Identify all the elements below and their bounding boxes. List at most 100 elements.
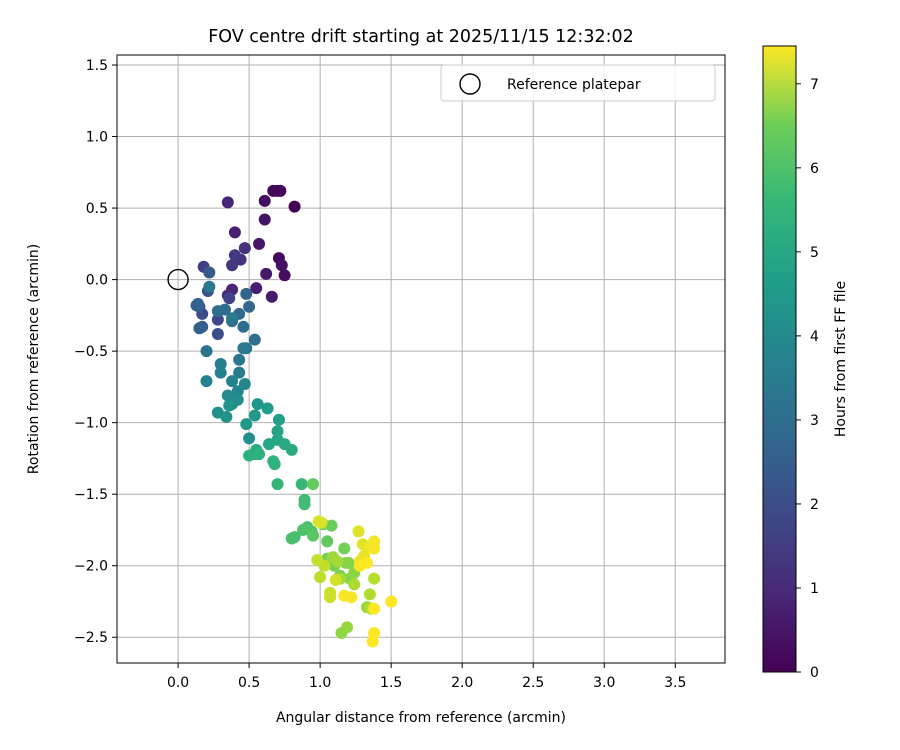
scatter-point: [275, 259, 288, 272]
x-tick-label: 3.0: [593, 675, 615, 691]
scatter-point: [307, 478, 320, 491]
colorbar-gradient: [762, 45, 797, 673]
scatter-point: [226, 312, 239, 325]
x-tick-label: 0.5: [238, 675, 260, 691]
colorbar-tick-label: 5: [810, 245, 819, 261]
scatter-point: [220, 410, 233, 423]
scatter-point: [253, 237, 266, 250]
plot-frame: [116, 54, 726, 664]
scatter-point: [311, 553, 324, 566]
scatter-point: [353, 559, 366, 572]
y-tick-label: 1.0: [86, 130, 108, 146]
scatter-points: [190, 184, 398, 648]
legend-marker: [459, 73, 481, 95]
scatter-point: [341, 621, 354, 634]
scatter-point: [200, 375, 213, 388]
scatter-point: [226, 259, 239, 272]
scatter-point: [271, 425, 284, 438]
scatter-point: [385, 595, 398, 608]
legend-box: [440, 64, 716, 102]
scatter-point: [250, 282, 263, 295]
scatter-point: [211, 327, 224, 340]
scatter-point: [338, 542, 351, 555]
scatter-point: [233, 353, 246, 366]
scatter-point: [278, 269, 291, 282]
scatter-point: [243, 300, 256, 313]
scatter-point: [271, 478, 284, 491]
colorbar-tick-label: 1: [810, 581, 819, 597]
y-tick-label: −2.5: [74, 630, 108, 646]
legend: Reference platepar: [440, 64, 716, 102]
colorbar-tick-label: 6: [810, 161, 819, 177]
scatter-point: [253, 448, 266, 461]
scatter-point: [191, 297, 204, 310]
x-tick-label: 0.0: [167, 675, 189, 691]
scatter-point: [193, 322, 206, 335]
colorbar-tick-label: 7: [810, 77, 819, 93]
scatter-point: [243, 432, 256, 445]
scatter-point: [324, 591, 337, 604]
scatter-point: [258, 213, 271, 226]
scatter-point: [240, 418, 253, 431]
scatter-point: [200, 345, 213, 358]
x-axis-ticks: 0.0 0.5 1.0 1.5 2.0 2.5 3.0 3.5: [167, 663, 686, 691]
scatter-point: [251, 398, 264, 411]
scatter-point: [265, 290, 278, 303]
scatter-point: [228, 249, 241, 262]
y-tick-label: −0.5: [74, 344, 108, 360]
scatter-point: [295, 478, 308, 491]
scatter-point: [348, 578, 361, 591]
scatter-point: [274, 184, 287, 197]
scatter-point: [329, 574, 342, 587]
scatter-point: [223, 292, 236, 305]
scatter-point: [366, 635, 379, 648]
scatter-point: [248, 333, 261, 346]
colorbar-tick-label: 3: [810, 413, 819, 429]
scatter-point: [312, 515, 325, 528]
scatter-point: [325, 519, 338, 532]
scatter-point: [258, 194, 271, 207]
x-tick-label: 2.0: [451, 675, 473, 691]
y-tick-label: −1.5: [74, 487, 108, 503]
y-tick-label: 1.5: [86, 58, 108, 74]
scatter-point: [268, 458, 281, 471]
y-tick-label: 0.0: [86, 273, 108, 289]
legend-entry-reference: Reference platepar: [507, 77, 641, 93]
scatter-point: [214, 358, 227, 371]
colorbar-tick-label: 0: [810, 665, 819, 681]
scatter-point: [368, 542, 381, 555]
y-axis-ticks: 1.5 1.0 0.5 0.0 −0.5 −1.0 −1.5 −2.0 −2.5: [74, 58, 117, 646]
scatter-point: [314, 571, 327, 584]
scatter-point: [260, 267, 273, 280]
scatter-point: [221, 196, 234, 209]
x-axis-label: Angular distance from reference (arcmin): [276, 710, 566, 726]
x-tick-label: 2.5: [522, 675, 544, 691]
scatter-point: [363, 588, 376, 601]
scatter-point: [243, 449, 256, 462]
x-tick-label: 1.5: [380, 675, 402, 691]
scatter-point: [261, 402, 274, 415]
scatter-point: [307, 529, 320, 542]
y-tick-label: 0.5: [86, 201, 108, 217]
grid-lines: [117, 55, 725, 663]
colorbar-ticks: 0 1 2 3 4 5 6 7: [796, 77, 819, 681]
scatter-point: [226, 375, 239, 388]
scatter-point: [211, 305, 224, 318]
colorbar-tick-label: 2: [810, 497, 819, 513]
scatter-point: [203, 280, 216, 293]
scatter-point: [331, 555, 344, 568]
scatter-point: [223, 399, 236, 412]
scatter-point: [272, 413, 285, 426]
scatter-point: [228, 226, 241, 239]
scatter-point: [285, 443, 298, 456]
scatter-point: [368, 602, 381, 615]
x-tick-label: 3.5: [664, 675, 686, 691]
reference-marker: [167, 268, 189, 291]
scatter-point: [237, 342, 250, 355]
colorbar-tick-label: 4: [810, 329, 819, 345]
scatter-point: [238, 242, 251, 255]
scatter-point: [368, 572, 381, 585]
scatter-point: [288, 200, 301, 213]
chart-title: FOV centre drift starting at 2025/11/15 …: [208, 27, 634, 47]
